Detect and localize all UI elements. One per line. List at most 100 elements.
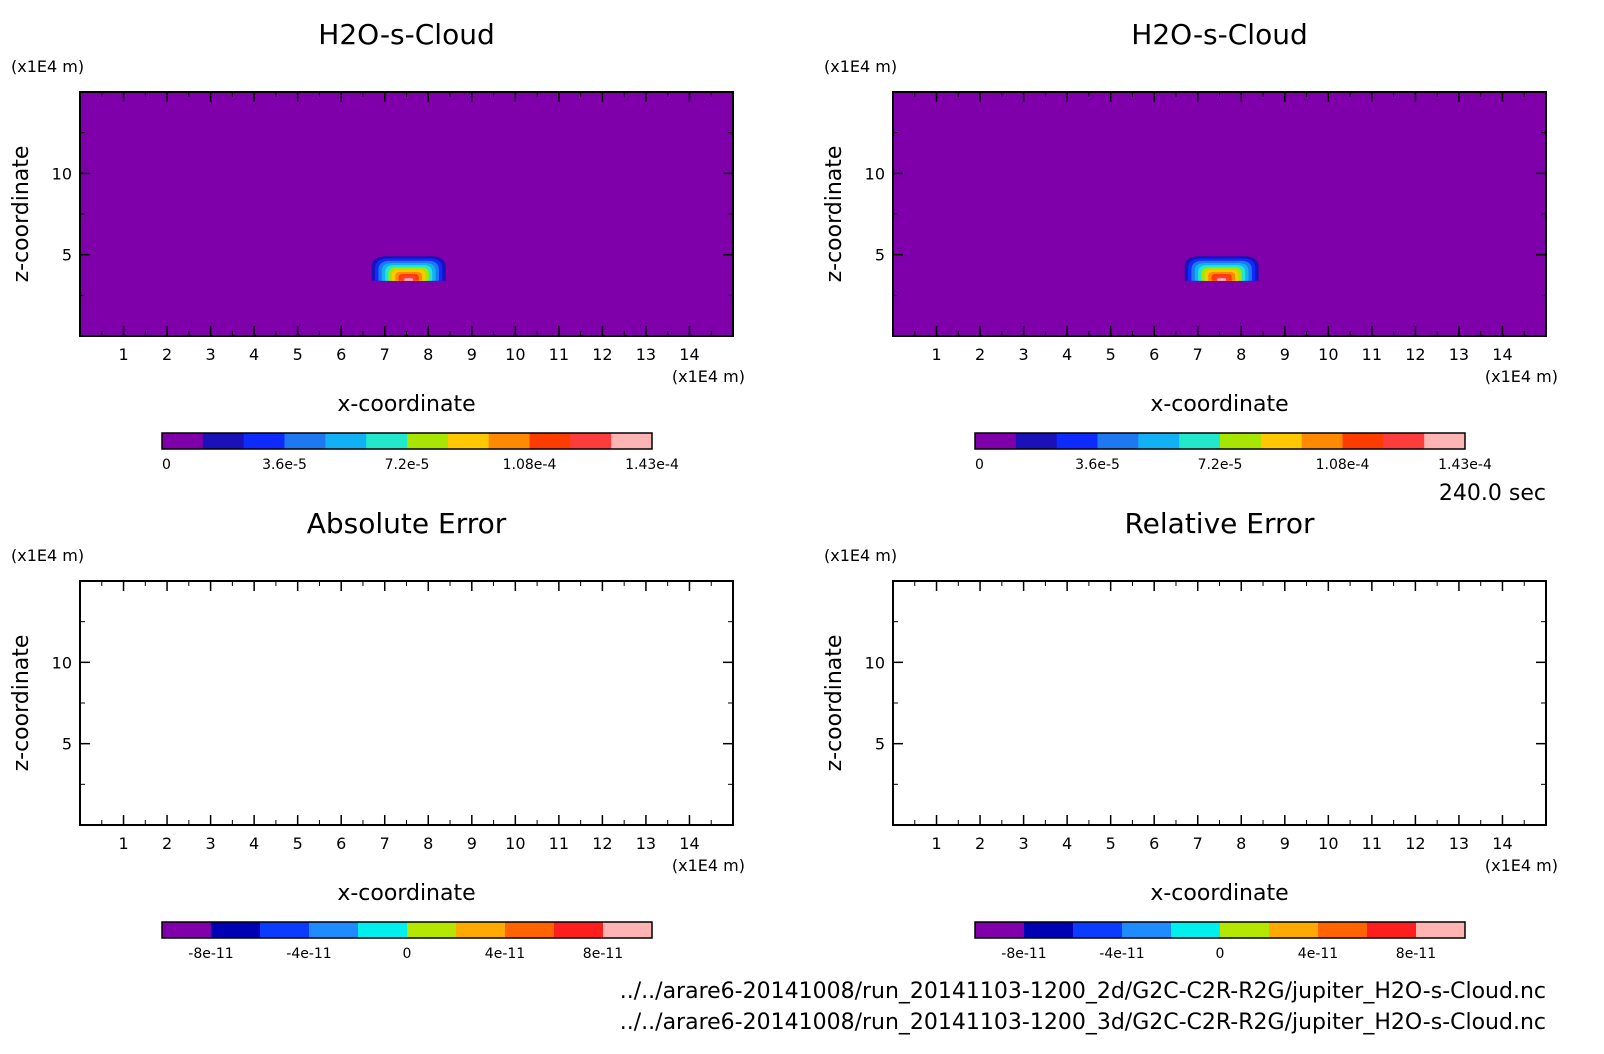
colorbar-swatch [1138,433,1180,449]
y-tick-label: 10 [865,653,885,672]
x-tick-label: 12 [1405,834,1425,853]
panel-title: Absolute Error [307,507,507,540]
x-tick-label: 6 [336,834,346,853]
x-tick-label: 6 [1149,345,1159,364]
x-tick-label: 8 [423,345,433,364]
colorbar-swatch [358,922,408,938]
colorbar-swatch [309,922,359,938]
colorbar-swatch [975,922,1025,938]
colorbar-swatch [407,922,457,938]
time-label: 240.0 sec [1439,481,1546,506]
x-tick-label: 12 [592,834,612,853]
colorbar-tick-label: 3.6e-5 [262,457,307,473]
x-tick-label: 2 [975,345,985,364]
cloud-contour-11 [404,278,414,281]
x-tick-label: 2 [975,834,985,853]
x-tick-label: 3 [1019,834,1029,853]
x-tick-label: 11 [1362,834,1382,853]
x-tick-label: 4 [1062,345,1072,364]
colorbar-swatch [1220,433,1262,449]
y-unit-label: (x1E4 m) [824,546,897,565]
x-tick-label: 9 [467,345,477,364]
colorbar: 0 3.6e-5 7.2e-5 1.08e-4 1.43e-4 [974,432,1492,473]
y-tick-label: 5 [62,246,72,265]
colorbar-swatch [366,433,408,449]
field-background [893,92,1546,336]
file-path-1: ../../arare6-20141008/run_20141103-1200_… [620,979,1546,1004]
colorbar-swatch [260,922,310,938]
y-ticks: 5 10 [52,621,733,785]
y-unit-label: (x1E4 m) [824,57,897,76]
y-unit-label: (x1E4 m) [11,546,84,565]
colorbar-swatch [611,433,653,449]
colorbar-tick-label: -8e-11 [188,946,233,962]
x-tick-label: 4 [249,834,259,853]
x-tick-label: 13 [636,345,656,364]
colorbar-swatch [243,433,285,449]
x-ticks: 1 2 3 4 5 6 7 8 9 10 11 12 13 14 [101,92,712,364]
x-tick-label: 5 [1106,834,1116,853]
x-ticks: 1 2 3 4 5 6 7 8 9 10 11 12 13 14 [101,581,712,853]
y-tick-label: 10 [52,164,72,183]
colorbar-swatch [554,922,604,938]
chart-panel-4: Relative Error(x1E4 m)1 2 3 4 5 6 7 8 9 10 11 12 13 1… [822,507,1558,962]
x-ticks: 1 2 3 4 5 6 7 8 9 10 11 12 13 14 [914,581,1525,853]
colorbar: -8e-11 -4e-11 0 4e-11 8e-11 [974,921,1466,962]
colorbar-swatch [1367,922,1417,938]
colorbar-swatch [1318,922,1368,938]
colorbar-swatch [1342,433,1384,449]
colorbar-swatch [1424,433,1466,449]
field-background [80,92,733,336]
colorbar-swatch [1260,433,1303,449]
x-tick-label: 6 [1149,834,1159,853]
x-tick-label: 13 [1449,345,1469,364]
x-tick-label: 8 [423,834,433,853]
x-tick-label: 13 [636,834,656,853]
x-tick-label: 8 [1236,834,1246,853]
x-tick-label: 1 [118,345,128,364]
colorbar-swatch [505,922,555,938]
x-unit-label: (x1E4 m) [672,367,745,386]
colorbar-swatch [570,433,612,449]
colorbar-tick-label: 4e-11 [485,946,525,962]
x-unit-label: (x1E4 m) [1485,856,1558,875]
colorbar-swatch [325,433,367,449]
colorbar-tick-label: 1.43e-4 [625,457,679,473]
x-tick-label: 5 [293,834,303,853]
y-axis-label: z-coordinate [822,635,847,772]
x-tick-label: 1 [931,834,941,853]
colorbar-swatch [603,922,653,938]
colorbar-swatch [1269,922,1319,938]
y-tick-label: 10 [52,653,72,672]
chart-panel-2: H2O-s-Cloud(x1E4 m)1 2 3 4 5 6 7 8 9 10 11 12 13 14(x… [822,18,1558,473]
colorbar-swatch [1122,922,1172,938]
colorbar-tick-label: 8e-11 [1396,946,1436,962]
x-tick-label: 3 [206,345,216,364]
x-tick-label: 12 [1405,345,1425,364]
y-ticks: 5 10 [865,132,1546,296]
colorbar-frame [974,921,1466,939]
colorbar-swatch [456,922,506,938]
colorbar: -8e-11 -4e-11 0 4e-11 8e-11 [161,921,653,962]
panel-title: Relative Error [1124,507,1315,540]
x-tick-label: 7 [1193,834,1203,853]
y-axis-label: z-coordinate [822,146,847,283]
x-tick-label: 14 [679,834,699,853]
colorbar-tick-label: 0 [1216,946,1225,962]
x-tick-label: 9 [1280,834,1290,853]
x-tick-label: 1 [118,834,128,853]
x-tick-label: 3 [206,834,216,853]
x-tick-label: 7 [380,345,390,364]
colorbar-tick-label: 3.6e-5 [1075,457,1120,473]
x-tick-label: 7 [1193,345,1203,364]
x-tick-label: 14 [1492,345,1512,364]
x-tick-label: 2 [162,834,172,853]
x-tick-label: 5 [1106,345,1116,364]
x-tick-label: 11 [1362,345,1382,364]
cloud-feature [1184,256,1259,281]
colorbar-frame [161,921,653,939]
x-ticks: 1 2 3 4 5 6 7 8 9 10 11 12 13 14 [914,92,1525,364]
colorbar-tick-label: 1.43e-4 [1438,457,1492,473]
y-tick-label: 5 [62,735,72,754]
